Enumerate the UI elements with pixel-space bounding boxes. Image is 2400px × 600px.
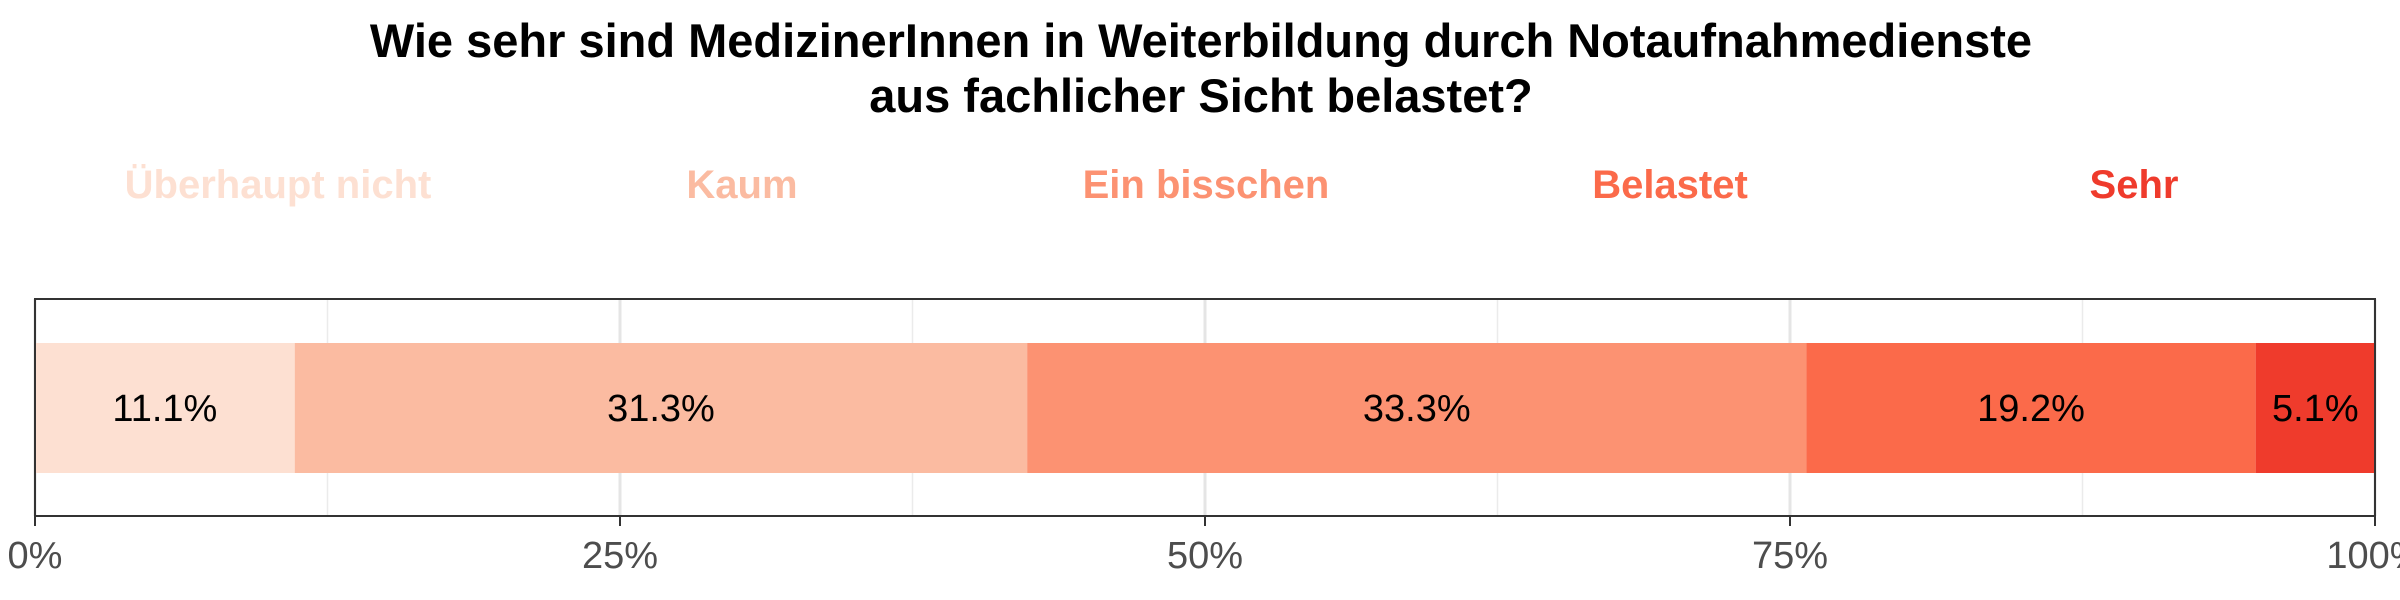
bar-segment-2 xyxy=(294,343,1028,473)
bar-segment-5 xyxy=(2255,343,2375,473)
chart-title: Wie sehr sind MedizinerInnen in Weiterbi… xyxy=(370,14,2032,122)
x-axis: 0% 25% 50% 75% 100% xyxy=(8,516,2400,577)
legend-label: Kaum xyxy=(686,163,797,207)
x-tick-label: 0% xyxy=(8,535,63,577)
bar-segments xyxy=(35,343,2375,473)
bar-value-label: 5.1% xyxy=(2272,388,2359,430)
bar-segment-1 xyxy=(35,343,295,473)
bar-value-label: 31.3% xyxy=(607,388,715,430)
x-tick-label: 75% xyxy=(1752,535,1828,577)
bar-segment-4 xyxy=(1806,343,2256,473)
bar-value-labels: 11.1% 31.3% 33.3% 19.2% 5.1% xyxy=(112,388,2358,430)
legend-label: Sehr xyxy=(2090,163,2179,207)
legend: Überhaupt nicht Kaum Ein bisschen Belastet S… xyxy=(125,162,2179,207)
bar-segment-3 xyxy=(1027,343,1807,473)
chart-title-line-2: aus fachlicher Sicht belastet? xyxy=(869,69,1532,122)
legend-label: Ein bisschen xyxy=(1083,163,1330,207)
x-tick-label: 100% xyxy=(2326,535,2400,577)
bar-value-label: 19.2% xyxy=(1977,388,2085,430)
bar-value-label: 11.1% xyxy=(112,388,217,430)
bar-value-label: 33.3% xyxy=(1363,388,1471,430)
legend-label: Belastet xyxy=(1592,163,1748,207)
chart-title-line-1: Wie sehr sind MedizinerInnen in Weiterbi… xyxy=(370,14,2032,67)
x-tick-label: 50% xyxy=(1167,535,1243,577)
x-tick-label: 25% xyxy=(582,535,658,577)
legend-label: Überhaupt nicht xyxy=(125,162,432,207)
